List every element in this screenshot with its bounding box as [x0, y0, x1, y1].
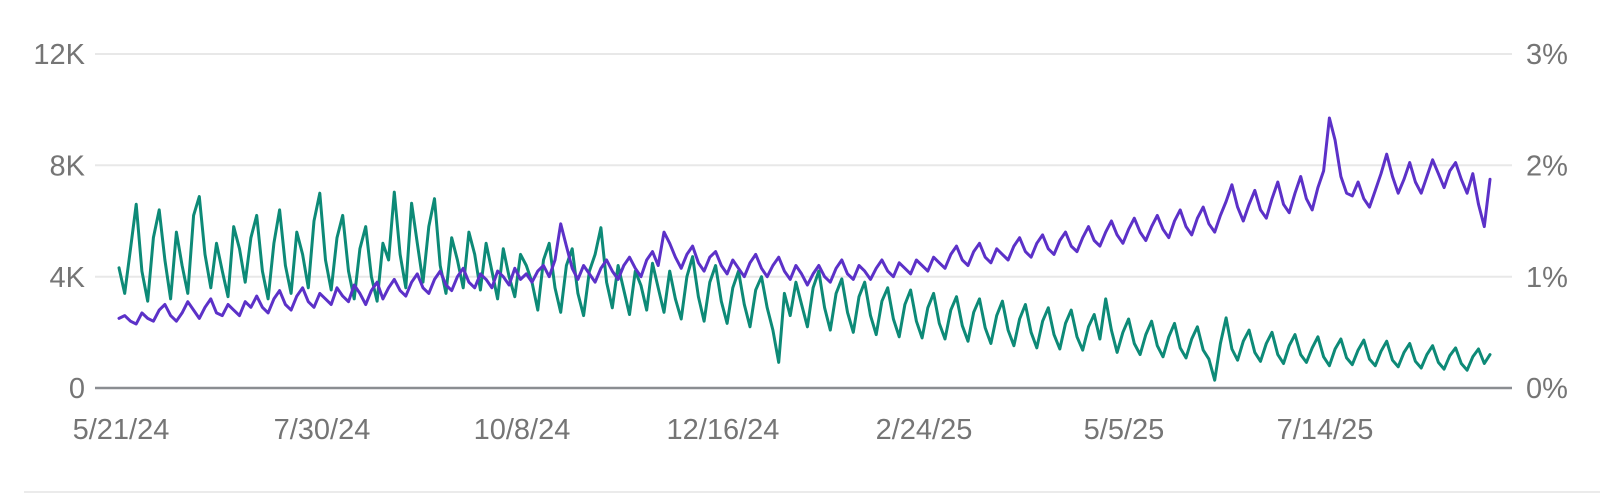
x-tick-date-0: 5/21/24 — [73, 414, 170, 446]
x-tick-date-3: 12/16/24 — [667, 414, 780, 446]
x-tick-date-4: 2/24/25 — [876, 414, 973, 446]
bottom-divider — [24, 491, 1600, 493]
left-tick-0: 0 — [69, 373, 85, 405]
right-tick-3pct: 3% — [1526, 39, 1568, 71]
left-tick-4k: 4K — [50, 262, 86, 294]
impressions-line[interactable] — [117, 116, 1492, 326]
x-tick-date-2: 10/8/24 — [474, 414, 571, 446]
x-tick-date-6: 7/14/25 — [1277, 414, 1374, 446]
left-tick-12k: 12K — [33, 39, 85, 71]
x-tick-date-1: 7/30/24 — [274, 414, 371, 446]
x-tick-date-5: 5/5/25 — [1084, 414, 1165, 446]
left-tick-8k: 8K — [50, 150, 86, 182]
right-tick-0pct: 0% — [1526, 373, 1568, 405]
right-tick-1pct: 1% — [1526, 262, 1568, 294]
right-tick-2pct: 2% — [1526, 150, 1568, 182]
ctr-line[interactable] — [117, 190, 1492, 382]
